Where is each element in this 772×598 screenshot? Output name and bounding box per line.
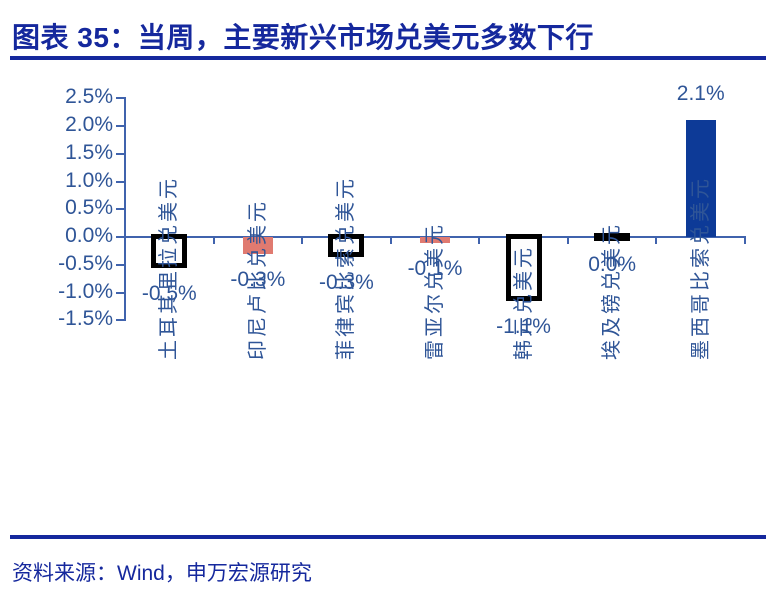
x-axis-tick (566, 237, 569, 244)
value-label: -0.3% (318, 270, 374, 294)
x-axis-tick (389, 237, 392, 244)
y-axis-tick (116, 291, 124, 294)
category-label-text: 埃及镑兑美元 (601, 222, 624, 360)
bottom-divider (10, 535, 766, 539)
y-tick-label: -1.0% (58, 279, 113, 303)
x-axis-tick (212, 237, 215, 244)
y-tick-label: 1.0% (65, 168, 113, 192)
category-label-text: 雷亚尔兑美元 (424, 222, 446, 360)
y-axis-tick (116, 236, 124, 238)
category-label: 埃及镑兑美元 (601, 222, 624, 538)
bar (685, 120, 716, 237)
y-axis-tick (116, 125, 124, 127)
y-tick-label: 2.5% (65, 85, 113, 109)
y-axis-tick (116, 263, 124, 266)
x-axis-tick (478, 237, 481, 244)
category-label: 墨西哥比索兑美元 (689, 176, 712, 538)
value-label: -0.3% (230, 267, 286, 291)
bar (328, 234, 365, 257)
y-axis-tick (116, 180, 124, 183)
bar (594, 233, 631, 241)
y-axis-tick (116, 152, 124, 155)
y-axis-line (124, 97, 126, 321)
value-label: 0.0% (588, 253, 637, 276)
y-axis-tick (116, 97, 124, 100)
category-label: 土耳其里拉兑美元 (158, 176, 181, 538)
x-axis-tick (655, 237, 658, 244)
y-tick-label: 0.0% (65, 224, 113, 247)
x-axis-tick (301, 237, 304, 244)
y-axis-tick (116, 319, 124, 322)
category-label: 菲律宾比索兑美元 (335, 176, 358, 538)
title-underline (10, 56, 766, 60)
bar (151, 234, 188, 268)
category-label-text: 韩元兑美元 (512, 245, 535, 360)
y-tick-label: -1.5% (58, 307, 113, 331)
figure-title: 图表 35：当周，主要新兴市场兑美元多数下行 (12, 22, 594, 53)
value-label: -0.5% (141, 281, 197, 305)
category-label-text: 印尼卢比兑美元 (246, 199, 269, 360)
y-tick-label: 0.5% (65, 196, 113, 220)
y-axis-tick (116, 208, 124, 211)
bar (420, 237, 450, 243)
value-label: 2.1% (676, 82, 725, 106)
category-label: 印尼卢比兑美元 (246, 199, 269, 538)
category-label-text: 墨西哥比索兑美元 (689, 176, 712, 360)
source-text: 资料来源：Wind，申万宏源研究 (12, 562, 312, 585)
category-label-text: 菲律宾比索兑美元 (335, 176, 358, 360)
y-tick-label: 2.0% (65, 113, 113, 136)
x-axis-tick (744, 237, 746, 244)
bar (505, 234, 542, 302)
category-label: 雷亚尔兑美元 (424, 222, 446, 538)
value-label: -1.1% (496, 315, 551, 339)
y-tick-label: 1.5% (65, 140, 113, 164)
value-label: -0.1% (407, 256, 463, 280)
y-tick-label: -0.5% (58, 251, 113, 275)
bar (242, 237, 273, 254)
category-label-text: 土耳其里拉兑美元 (158, 176, 181, 360)
category-label: 韩元兑美元 (512, 245, 535, 538)
